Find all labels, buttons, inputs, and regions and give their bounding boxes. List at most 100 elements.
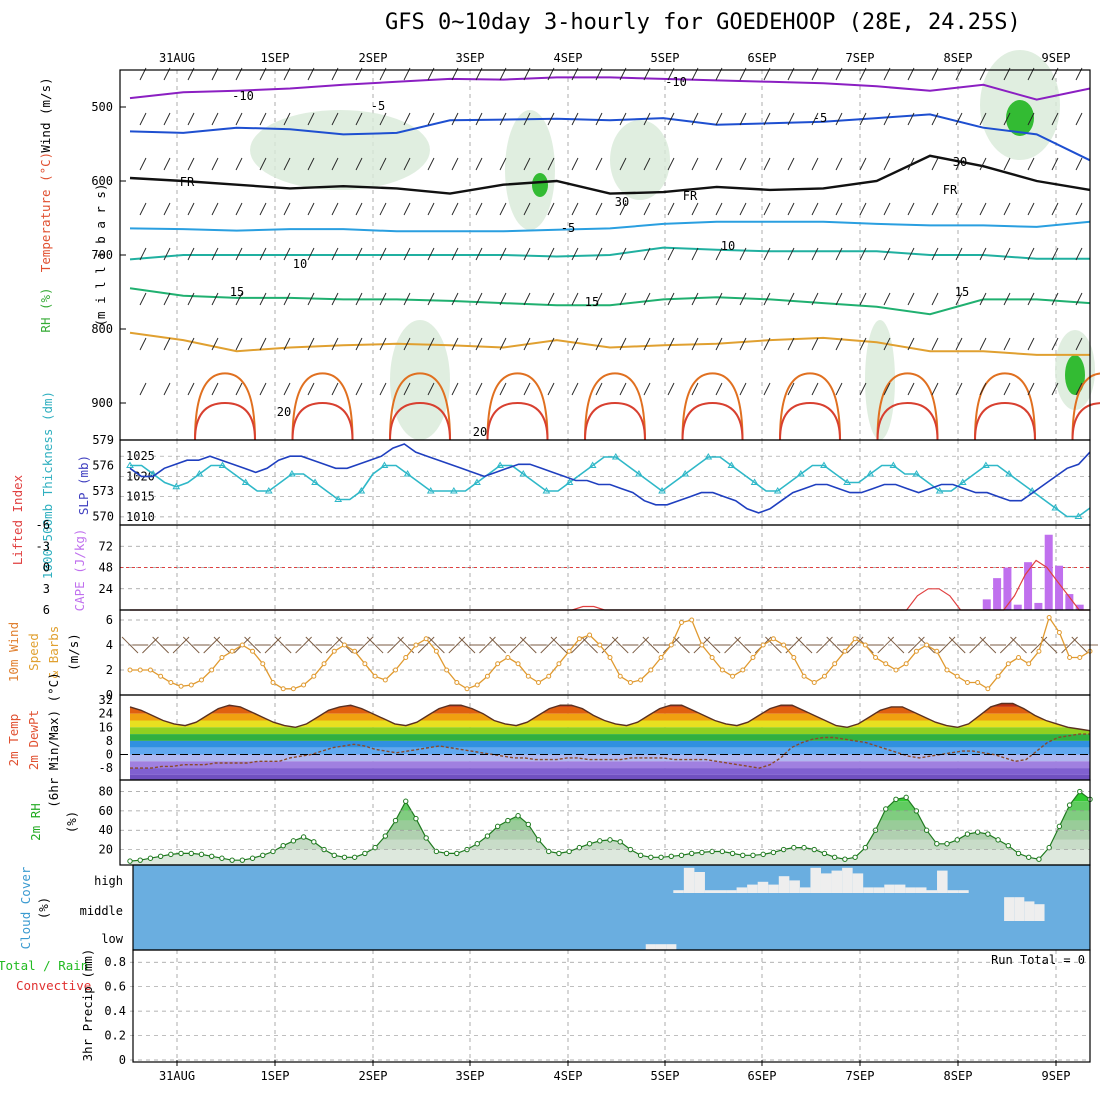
rh-shade (505, 110, 555, 230)
wind-point (260, 661, 266, 667)
wind-point (515, 661, 521, 667)
wind-barb (859, 247, 867, 261)
wind-barb (979, 157, 987, 171)
rh-bands (130, 791, 1090, 865)
isotherm-line (129, 331, 1090, 356)
wind-barb (403, 382, 411, 396)
top-date-label: 5SEP (651, 51, 680, 65)
rh-point (1056, 823, 1063, 830)
wind-barb (667, 202, 675, 216)
cloud-bar (884, 884, 895, 893)
rh-point (842, 856, 848, 862)
wind-barb (787, 337, 795, 351)
wind-barb (739, 202, 747, 216)
wind-speed-line (130, 616, 1091, 690)
isotherm-line (389, 372, 451, 441)
thickness-point (426, 487, 435, 494)
wind-barb (979, 636, 997, 654)
wind-barb (331, 247, 339, 261)
thickness-point (796, 470, 805, 477)
wind-barb (475, 157, 483, 171)
wind-barb (835, 292, 843, 306)
slp-tick-label: 1010 (126, 510, 155, 524)
panel-label: 1000~500mb Thickness (dm) (40, 391, 55, 579)
wind-barb (211, 202, 219, 216)
wind-barb (305, 636, 323, 654)
wind-barb (763, 112, 771, 126)
wind-barb (581, 636, 598, 654)
wind-barb (667, 247, 675, 261)
side-label: Temperature (°C) (38, 152, 53, 272)
wind-barb (739, 112, 747, 126)
panel-label: 3hr Precip (mm) (80, 949, 95, 1062)
wind-barb (715, 202, 723, 216)
wind-point (668, 642, 674, 648)
panel-label: (%) (64, 811, 79, 834)
wind-barb (739, 337, 747, 351)
temp-tick-label: 0 (106, 748, 113, 762)
wind-barb (619, 202, 627, 216)
isotherm-line (779, 401, 841, 441)
wind-tick-label: 2 (106, 663, 113, 677)
rh-point (801, 844, 807, 851)
wind-point (362, 661, 368, 667)
cloud-bar (926, 890, 938, 893)
thickness-point (658, 487, 666, 494)
wind-barb (331, 157, 339, 171)
wind-barb (235, 247, 243, 261)
wind-barb (643, 202, 651, 216)
wind-barb (307, 112, 315, 126)
wind-barb (931, 292, 939, 306)
wind-barb (1051, 202, 1059, 216)
top-date-label: 3SEP (456, 51, 485, 65)
wind-barb (283, 382, 291, 396)
dewpt-line (130, 733, 1090, 769)
wind-barb (550, 636, 568, 654)
wind-barb (499, 157, 507, 171)
wind-barb (307, 157, 315, 171)
cloud-bar (789, 880, 800, 893)
wind-barb (355, 247, 363, 261)
rh-point (852, 854, 858, 860)
wind-point (709, 655, 715, 660)
wind-barb (213, 636, 231, 654)
wind-point (1046, 615, 1052, 620)
rh-point (403, 798, 409, 804)
rh-point (137, 857, 143, 863)
rh-point (494, 823, 501, 830)
rh-point (586, 841, 593, 847)
wind-barb (691, 292, 699, 306)
rh-point (178, 850, 184, 857)
wind-barb (427, 157, 435, 171)
wind-barb (403, 292, 411, 306)
wind-point (852, 636, 858, 642)
wind-barb (547, 202, 555, 216)
wind-barb (451, 292, 459, 306)
wind-barb (835, 382, 843, 396)
wind-barb (283, 112, 291, 126)
cloud-bar (873, 887, 885, 893)
rh-point (883, 806, 889, 812)
thickness-point (866, 470, 875, 477)
isotherm-line (584, 401, 646, 441)
rh-point (964, 831, 971, 837)
wind-point (617, 673, 623, 679)
wind-barb (739, 247, 747, 261)
wind-barb (1040, 636, 1058, 654)
wind-barb (331, 337, 339, 351)
wind-point (484, 673, 490, 679)
panel-thickness-slp (119, 439, 1091, 526)
wind-barb (763, 157, 771, 171)
cloud-bar (645, 944, 656, 950)
wind-barb (643, 337, 651, 351)
thickness-point (380, 461, 389, 468)
wind-barb (379, 112, 387, 126)
isotherm-line (584, 372, 646, 441)
isotherm-line (1071, 402, 1100, 441)
wind-barb (955, 202, 963, 216)
wind-point (678, 620, 684, 625)
wind-barb (235, 202, 243, 216)
wind-point (280, 686, 286, 692)
wind-barb (979, 337, 987, 351)
isotherm-line (291, 372, 354, 441)
